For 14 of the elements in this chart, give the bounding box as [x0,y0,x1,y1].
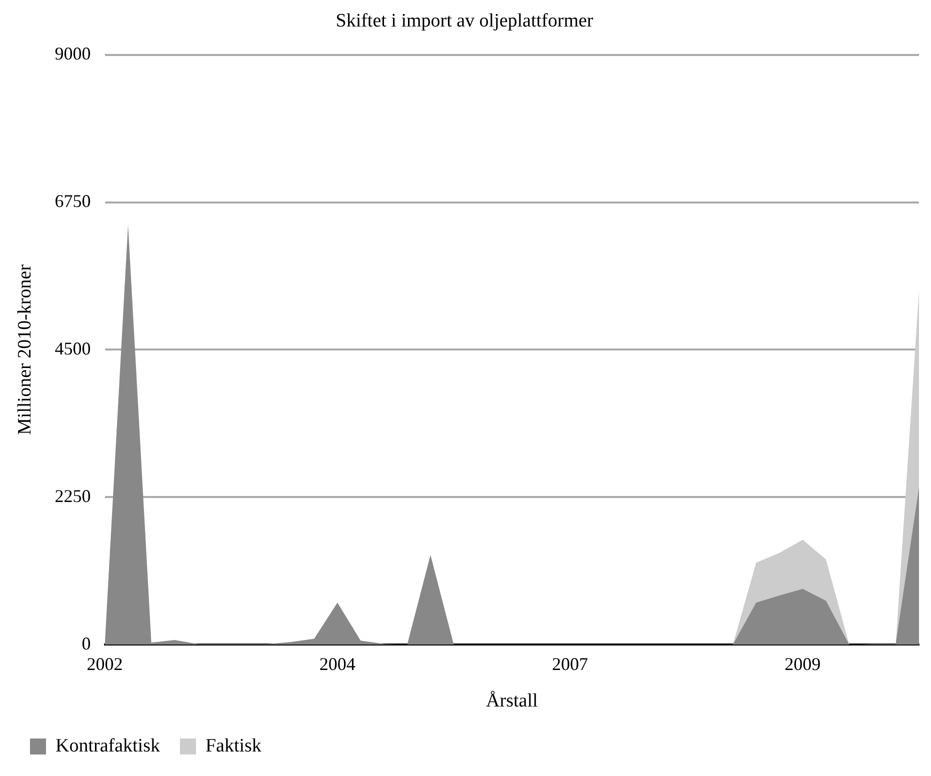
x-tick-label: 2004 [319,654,356,674]
y-tick-label: 2250 [54,486,91,506]
legend-label: Kontrafaktisk [56,735,160,756]
x-tick-label: 2009 [784,654,821,674]
x-tick-label: 2002 [86,654,123,674]
legend-label: Faktisk [205,735,262,756]
y-tick-label: 0 [82,633,91,654]
y-axis-title: Millioner 2010-kroner [14,264,36,435]
y-tick-label: 6750 [54,190,91,211]
x-tick-label: 2007 [552,654,588,674]
y-tick-label: 9000 [54,44,91,64]
chart-title: Skiftet i import av oljeplattformer [336,10,594,32]
x-axis-title: Årstall [486,690,538,712]
y-tick-label: 4500 [54,338,91,358]
